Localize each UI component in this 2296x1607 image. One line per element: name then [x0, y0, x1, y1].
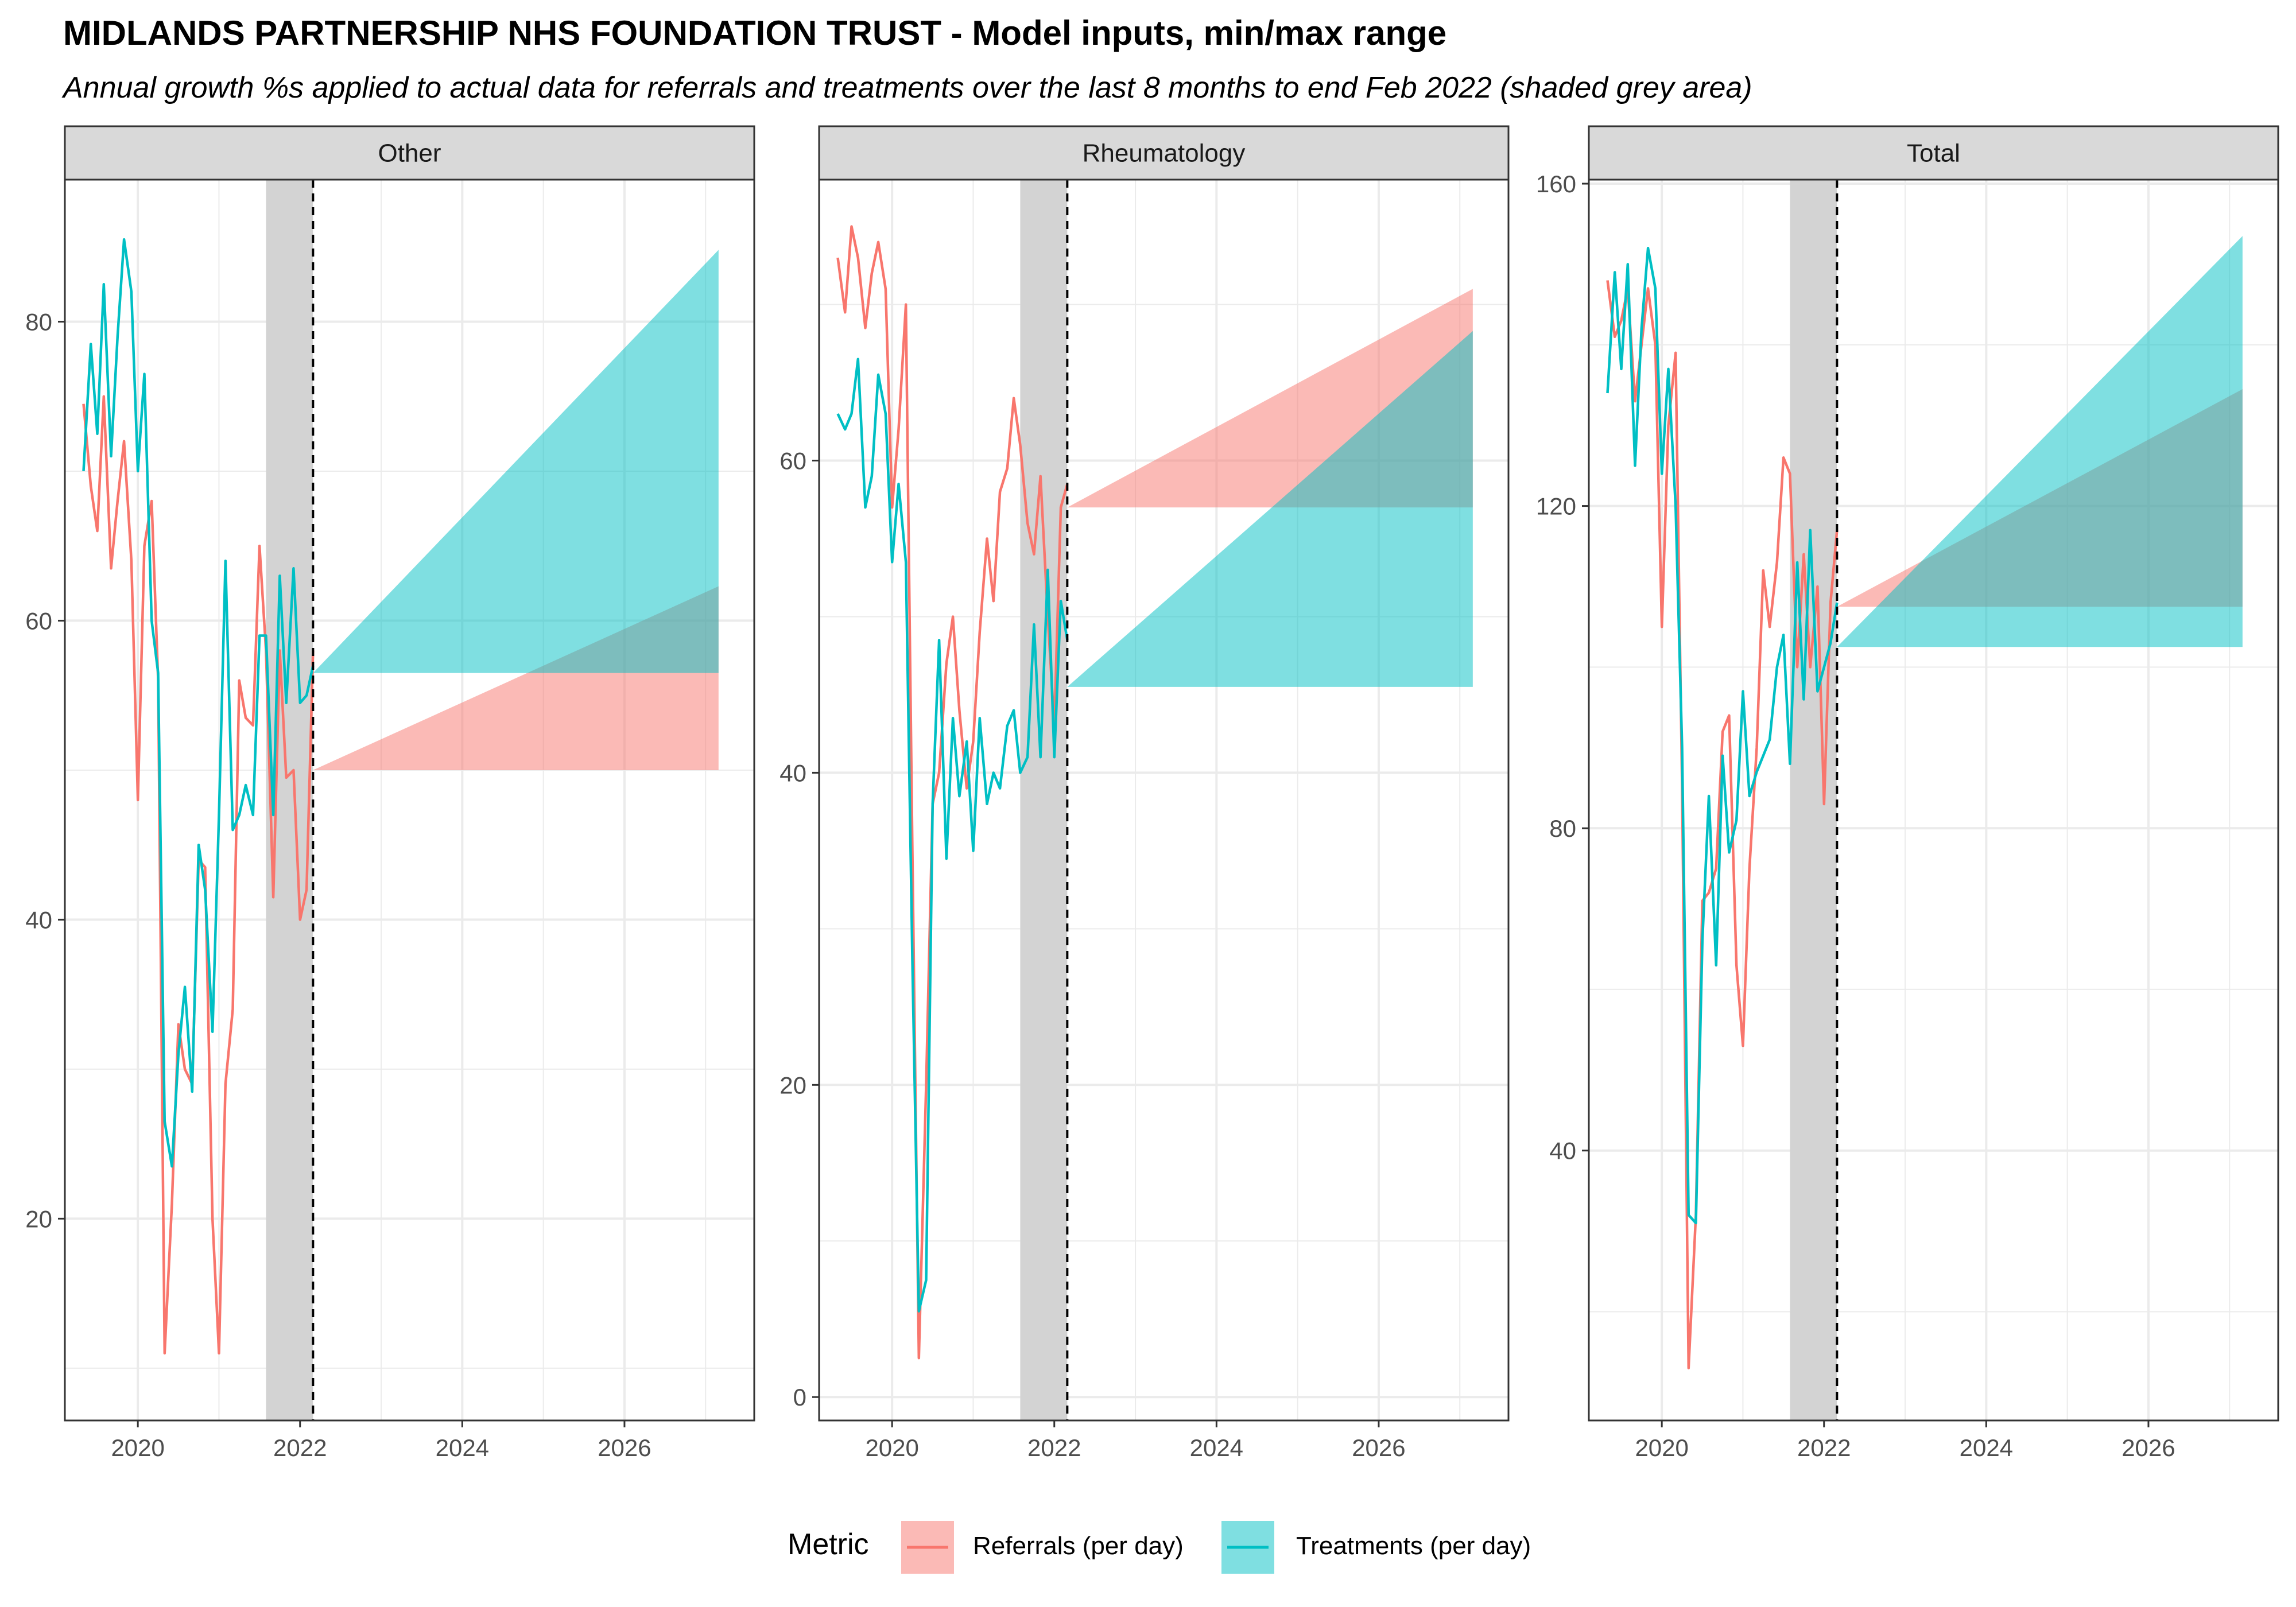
x-tick-label: 2024 [1960, 1434, 2013, 1461]
y-tick-label: 40 [1549, 1138, 1576, 1165]
facet-other: Other 20 40 60 80 2020 2022 2024 2026 [25, 125, 755, 1461]
y-tick-label: 80 [25, 308, 52, 335]
series-line-treatments [82, 238, 315, 1168]
legend: Metric Referrals (per day) Treatments (p… [788, 1521, 1531, 1574]
x-tick-label: 2022 [1797, 1434, 1851, 1461]
range-area-treatments [313, 250, 719, 673]
y-tick-label: 160 [1536, 170, 1576, 197]
x-tick-label: 2022 [273, 1434, 327, 1461]
y-tick-label: 120 [1536, 493, 1576, 520]
facet-strip [1588, 125, 2279, 181]
legend-label-treatments: Treatments (per day) [1296, 1532, 1531, 1560]
y-tick-label: 40 [779, 759, 806, 786]
x-tick-label: 2026 [2122, 1434, 2175, 1461]
x-tick-label: 2026 [598, 1434, 651, 1461]
facet-strip [818, 125, 1510, 181]
series-line-treatments [1606, 247, 1839, 1225]
facet-strip [64, 125, 755, 181]
x-tick-label: 2022 [1027, 1434, 1081, 1461]
chart-title: MIDLANDS PARTNERSHIP NHS FOUNDATION TRUS… [63, 14, 1446, 52]
y-tick-label: 20 [25, 1205, 52, 1232]
series-line-treatments [836, 358, 1069, 1313]
facet-strip-label: Rheumatology [1083, 139, 1246, 168]
x-tick-label: 2020 [1635, 1434, 1688, 1461]
facet-total: Total 40 80 120 160 2020 2022 2024 2026 [1536, 125, 2279, 1461]
shaded-period [1020, 180, 1068, 1420]
range-area-referrals [313, 586, 719, 770]
shaded-period [1790, 180, 1837, 1420]
y-tick-label: 40 [25, 906, 52, 933]
x-tick-label: 2024 [1190, 1434, 1243, 1461]
series-line-referrals [836, 225, 1069, 1360]
x-tick-label: 2020 [111, 1434, 164, 1461]
facet-rheumatology: Rheumatology 0 20 40 60 2020 2022 2024 2026 [779, 125, 1510, 1461]
range-area-treatments [1067, 331, 1473, 687]
x-tick-label: 2026 [1352, 1434, 1405, 1461]
x-tick-label: 2020 [865, 1434, 918, 1461]
legend-title: Metric [788, 1528, 869, 1561]
facet-strip-label: Total [1907, 139, 1960, 168]
legend-label-referrals: Referrals (per day) [973, 1532, 1184, 1560]
facet-strip-label: Other [378, 139, 441, 168]
chart-subtitle: Annual growth %s applied to actual data … [61, 71, 1752, 104]
y-tick-label: 60 [25, 607, 52, 634]
x-tick-label: 2024 [436, 1434, 489, 1461]
y-tick-label: 0 [793, 1384, 806, 1411]
y-tick-label: 20 [779, 1072, 806, 1098]
range-area-treatments [1837, 236, 2243, 647]
y-tick-label: 80 [1549, 815, 1576, 842]
y-tick-label: 60 [779, 448, 806, 475]
